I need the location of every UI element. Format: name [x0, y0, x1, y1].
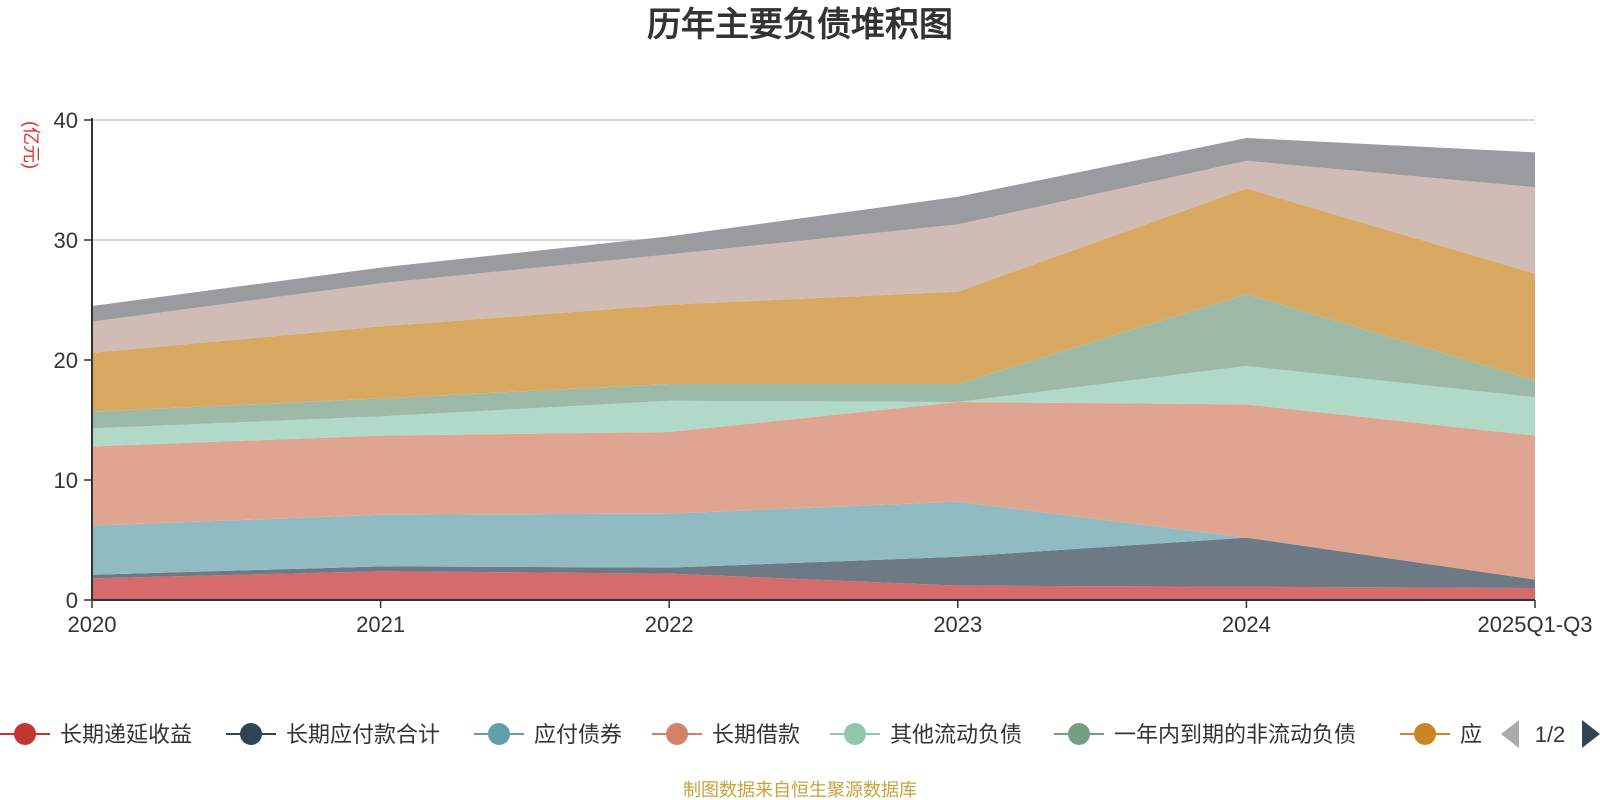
y-tick-label: 0	[66, 588, 78, 613]
legend-label: 长期递延收益	[60, 722, 192, 747]
legend-label: 一年内到期的非流动负债	[1114, 722, 1356, 747]
legend-marker	[844, 723, 866, 745]
y-tick-label: 40	[54, 108, 78, 133]
axes: 0 10 20 30 40 2020 2021 2022 2023 2024 2025Q1-Q3	[54, 108, 1593, 637]
area-3	[92, 402, 1535, 580]
x-tick-label: 2020	[68, 612, 117, 637]
legend: 长期递延收益 长期应付款合计 应付债券 长期借款 其他流动负债 一年内到期的非流动负债 应 1…	[0, 720, 1600, 748]
area-1	[92, 537, 1535, 588]
legend-item-4[interactable]: 其他流动负债	[830, 722, 1022, 747]
y-tick-label: 10	[54, 468, 78, 493]
y-tick-label: 20	[54, 348, 78, 373]
chart-title: 历年主要负债堆积图	[647, 6, 953, 44]
legend-label: 应付债券	[534, 722, 622, 747]
legend-label: 长期应付款合计	[286, 722, 440, 747]
legend-label: 长期借款	[712, 722, 800, 747]
area-8	[92, 138, 1535, 322]
area-0	[92, 571, 1535, 600]
x-tick-label: 2025Q1-Q3	[1478, 612, 1593, 637]
legend-marker	[666, 723, 688, 745]
area-2	[92, 501, 1535, 580]
data-source-note: 制图数据来自恒生聚源数据库	[683, 780, 917, 800]
x-tick-label: 2021	[356, 612, 405, 637]
legend-item-5[interactable]: 一年内到期的非流动负债	[1054, 722, 1356, 747]
legend-item-3[interactable]: 长期借款	[652, 722, 800, 747]
legend-marker	[240, 723, 262, 745]
legend-next-page-icon[interactable]	[1582, 720, 1600, 748]
area-4	[92, 366, 1535, 447]
y-tick-label: 30	[54, 228, 78, 253]
legend-label: 应	[1460, 722, 1482, 747]
area-6	[92, 188, 1535, 412]
y-axis-unit-label: (亿元)	[21, 121, 41, 169]
legend-marker	[14, 723, 36, 745]
legend-page-indicator: 1/2	[1535, 722, 1566, 747]
legend-prev-page-icon[interactable]	[1501, 720, 1519, 748]
legend-item-6[interactable]: 应	[1400, 722, 1482, 747]
legend-item-0[interactable]: 长期递延收益	[0, 722, 192, 747]
area-series	[92, 138, 1535, 600]
legend-item-1[interactable]: 长期应付款合计	[226, 722, 440, 747]
x-tick-label: 2023	[933, 612, 982, 637]
legend-label: 其他流动负债	[890, 722, 1022, 747]
legend-marker	[488, 723, 510, 745]
legend-item-2[interactable]: 应付债券	[474, 722, 622, 747]
x-tick-label: 2022	[645, 612, 694, 637]
area-5	[92, 294, 1535, 429]
area-7	[92, 160, 1535, 353]
legend-marker	[1414, 723, 1436, 745]
legend-marker	[1068, 723, 1090, 745]
x-tick-label: 2024	[1222, 612, 1271, 637]
